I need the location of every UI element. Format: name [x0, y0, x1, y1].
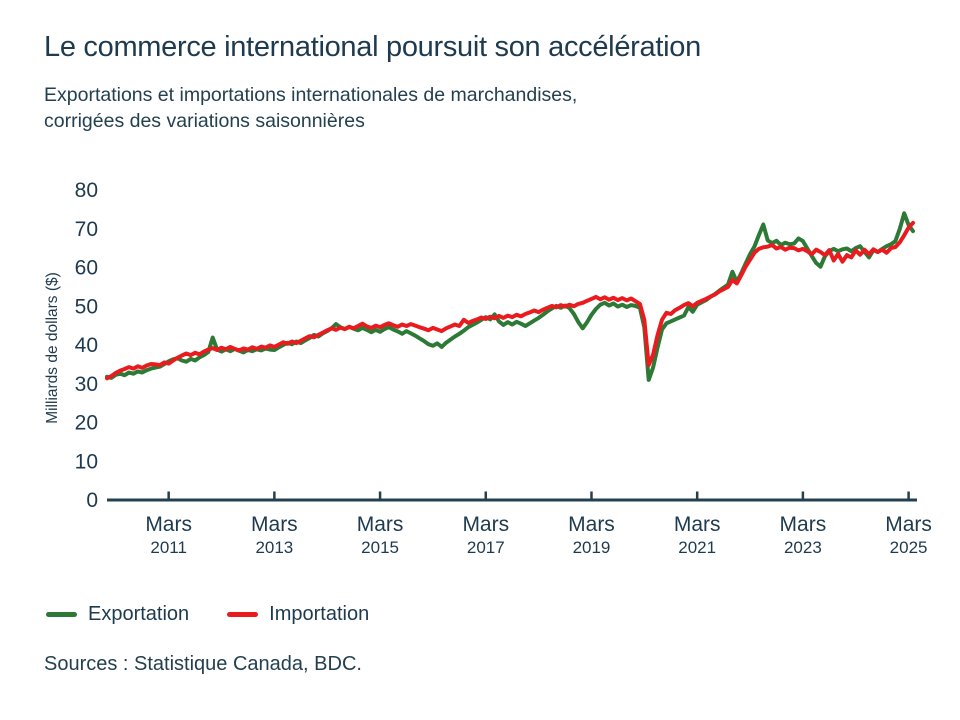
legend-label-exportation: Exportation [88, 603, 190, 625]
y-axis-tick-label: 80 [75, 179, 98, 202]
x-axis-year-label: 2015 [361, 538, 399, 557]
y-axis-title: Milliards de dollars ($) [44, 272, 61, 424]
y-axis-tick-label: 0 [86, 489, 98, 512]
y-axis-tick-label: 40 [75, 334, 98, 357]
y-axis-tick-label: 70 [75, 218, 98, 241]
x-axis-year-label: 2021 [678, 538, 716, 557]
exportation-line-swatch [46, 612, 77, 617]
y-axis-tick-label: 50 [75, 295, 98, 318]
series-line-importation [105, 220, 915, 381]
legend-item-importation: Importation [227, 603, 369, 626]
chart-subtitle-line1: Exportations et importations internation… [44, 84, 578, 106]
x-axis-month-label: Mars [674, 513, 721, 536]
chart-subtitle-line2: corrigées des variations saisonnières [44, 110, 365, 132]
x-axis-year-label: 2025 [890, 538, 928, 557]
legend-label-importation: Importation [269, 603, 370, 625]
x-axis-year-label: 2019 [573, 538, 611, 557]
x-axis-month-label: Mars [357, 513, 404, 536]
y-axis-tick-label: 10 [75, 450, 98, 473]
x-axis-month-label: Mars [251, 513, 298, 536]
y-axis-tick-label: 60 [75, 257, 98, 280]
page-title: Le commerce international poursuit son a… [44, 31, 701, 63]
x-axis-month-label: Mars [145, 513, 192, 536]
x-axis-year-label: 2023 [784, 538, 822, 557]
sources-note: Sources : Statistique Canada, BDC. [44, 653, 362, 675]
x-axis-year-label: 2011 [150, 538, 187, 557]
chart-subtitle: Exportations et importations internation… [44, 82, 804, 134]
x-axis-month-label: Mars [568, 513, 615, 536]
chart-legend: Exportation Importation [46, 603, 369, 626]
x-axis-month-label: Mars [780, 513, 827, 536]
x-axis-year-label: 2013 [255, 538, 293, 557]
y-axis-tick-label: 20 [75, 412, 98, 435]
legend-item-exportation: Exportation [46, 603, 189, 626]
importation-line-swatch [227, 612, 259, 617]
y-axis-tick-label: 30 [75, 373, 98, 396]
series-line-exportation [105, 211, 915, 382]
x-axis-year-label: 2017 [467, 538, 505, 557]
x-axis-month-label: Mars [462, 513, 509, 536]
x-axis-month-label: Mars [885, 513, 932, 536]
